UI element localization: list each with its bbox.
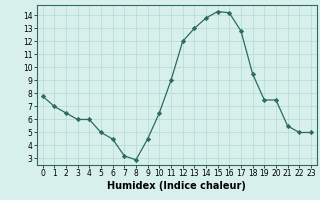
X-axis label: Humidex (Indice chaleur): Humidex (Indice chaleur): [108, 181, 246, 191]
